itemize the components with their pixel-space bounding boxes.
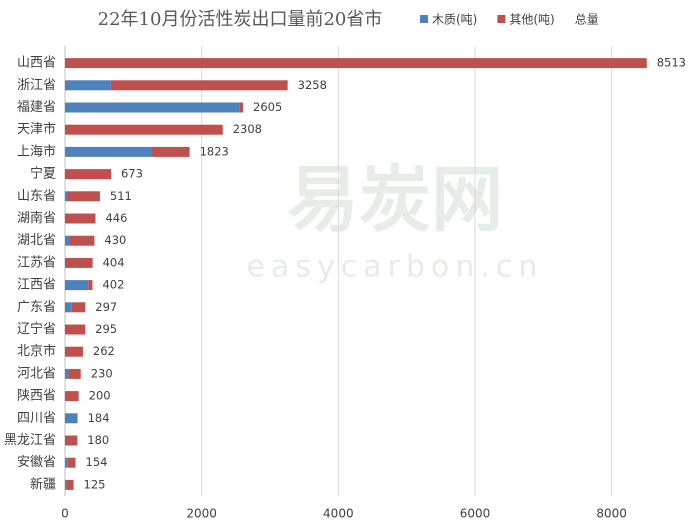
data-label: 200 [89,389,111,403]
y-tick-label: 广东省 [17,300,56,315]
data-label: 180 [87,433,109,447]
y-tick-label: 山西省 [17,56,56,71]
y-tick-label: 安徽省 [17,455,56,470]
watermark: 易炭网 [287,158,503,242]
watermark: easycarbon.cn [247,250,544,285]
y-tick-label: 北京市 [17,343,56,359]
bar-segment [65,102,240,113]
x-tick-label: 4000 [323,507,354,521]
legend-label: 总量 [575,13,599,27]
y-tick-label: 河北省 [17,366,56,381]
bar-segment [65,213,96,224]
data-label: 8513 [657,56,686,70]
bar-segment [65,346,83,357]
legend-label: 其他(吨) [509,13,554,27]
bar-segment [65,457,68,468]
y-tick-label: 江西省 [17,278,56,293]
x-tick-label: 8000 [596,507,627,521]
bar-segment [110,80,288,91]
bar-segment [65,479,67,490]
x-tick-label: 2000 [186,507,217,521]
data-label: 446 [105,211,127,225]
bar-segment [68,368,81,379]
bar-segment [65,368,69,379]
bar-segment [65,146,152,157]
data-label: 184 [88,411,110,425]
y-tick-label: 新疆 [30,476,56,492]
y-tick-label: 江苏省 [17,254,56,270]
bar-segment [66,479,74,490]
y-tick-label: 湖北省 [17,233,56,248]
legend-swatch [420,15,428,23]
bar-segment [67,457,76,468]
chart-title: 22年10月份活性炭出口量前20省市 [98,9,383,30]
bar-segment [65,257,93,268]
data-label: 154 [86,455,108,469]
bar-segment [65,280,89,291]
bar-segment [65,235,70,246]
data-label: 3258 [298,78,327,92]
data-label: 402 [102,278,124,292]
y-tick-label: 辽宁省 [17,321,56,337]
y-tick-label: 天津市 [17,121,56,137]
y-tick-label: 浙江省 [17,78,56,93]
bar-segment [67,191,100,202]
bar-segment [65,391,79,402]
data-label: 125 [84,477,106,491]
data-label: 295 [95,322,117,336]
bar-segment [65,80,111,91]
data-label: 230 [91,366,113,380]
data-label: 2308 [233,122,262,136]
bar-segment [71,302,86,313]
bar-segment [65,413,78,424]
y-tick-label: 山东省 [17,189,56,204]
data-label: 404 [103,255,125,269]
legend-label: 木质(吨) [432,13,477,27]
data-label: 297 [95,300,117,314]
bar-segment [65,191,68,202]
y-tick-label: 上海市 [17,143,56,159]
bar-segment [88,280,93,291]
bar-segment [239,102,244,113]
data-label: 673 [121,167,143,181]
data-label: 2605 [253,100,282,114]
y-tick-label: 福建省 [17,100,56,115]
bar-segment [65,324,86,335]
data-label: 430 [104,233,126,247]
bar-segment [65,302,72,313]
bar-segment [65,58,647,69]
bar-segment [65,124,223,135]
legend-swatch [497,15,506,23]
y-tick-label: 四川省 [17,411,56,426]
y-tick-label: 宁夏 [30,166,56,182]
x-tick-label: 6000 [460,507,491,521]
bar-segment [65,435,78,446]
y-tick-label: 湖南省 [17,210,56,226]
x-tick-label: 0 [61,507,69,521]
y-tick-label: 黑龙江省 [4,433,56,448]
bar-segment [65,169,111,180]
data-label: 511 [110,189,132,203]
bar-segment [151,146,190,157]
bar-segment [69,235,95,246]
data-label: 1823 [200,144,229,158]
data-label: 262 [93,344,115,358]
y-tick-label: 陕西省 [17,389,56,404]
